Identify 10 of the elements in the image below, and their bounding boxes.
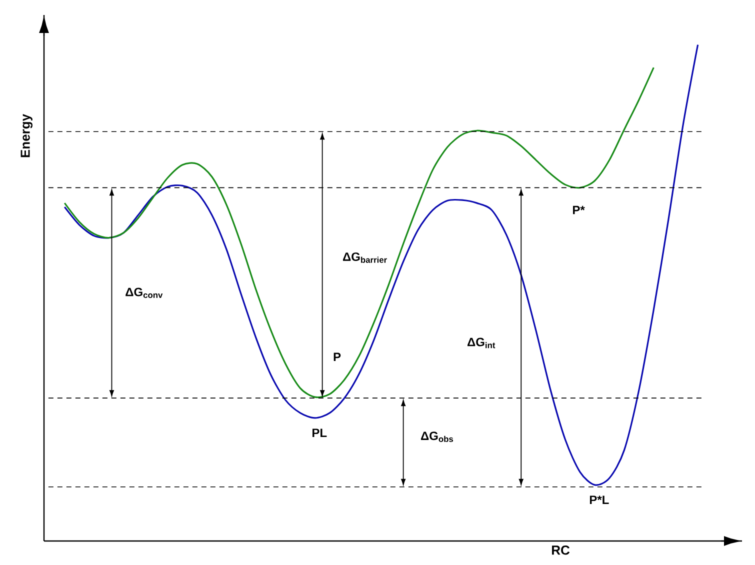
annotation: P*L bbox=[590, 496, 609, 504]
annotation: ΔG$_{obs}$ bbox=[420, 432, 454, 442]
x-axis-title: RC bbox=[552, 546, 570, 555]
annotation: ΔG$_{barrier}$ bbox=[342, 252, 387, 263]
annotation: PL bbox=[312, 428, 327, 437]
annotation: ΔG$_{int}$ bbox=[467, 338, 496, 348]
annotation: P* bbox=[573, 206, 585, 214]
y-axis-title: Energy bbox=[20, 114, 32, 158]
annotation: ΔG$_{conv}$ bbox=[126, 288, 163, 298]
annotation: P bbox=[334, 352, 341, 362]
